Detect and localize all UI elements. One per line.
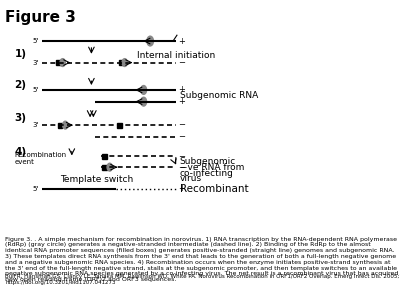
Text: 3): 3) xyxy=(14,113,26,123)
Text: +: + xyxy=(178,97,185,106)
Text: Template switch: Template switch xyxy=(60,175,133,184)
Text: 3': 3' xyxy=(33,60,39,66)
Circle shape xyxy=(63,121,68,129)
Text: −: − xyxy=(178,132,185,141)
Text: +: + xyxy=(178,85,185,94)
Text: −: − xyxy=(178,121,185,130)
Text: +: + xyxy=(178,37,185,46)
Text: +: + xyxy=(178,184,185,193)
Text: Recombination: Recombination xyxy=(14,152,66,158)
Text: 5': 5' xyxy=(33,38,39,44)
Text: Figure 3. . A simple mechanism for recombination in norovirus. 1) RNA transcript: Figure 3. . A simple mechanism for recom… xyxy=(5,237,398,282)
Text: 4): 4) xyxy=(14,147,26,157)
Text: −: − xyxy=(178,152,185,161)
Text: 5': 5' xyxy=(33,186,39,192)
Bar xyxy=(118,60,123,65)
Text: −: − xyxy=(178,163,185,172)
Text: 5': 5' xyxy=(33,87,39,93)
Text: co-infecting: co-infecting xyxy=(180,169,234,178)
Text: 2): 2) xyxy=(14,80,26,90)
Text: Bull R, Hansman GS, Clancy LE, Tanaka MM, Rawlinson WD, White PA. Norovirus Reco: Bull R, Hansman GS, Clancy LE, Tanaka MM… xyxy=(5,274,400,284)
Circle shape xyxy=(141,85,146,94)
Text: Figure 3: Figure 3 xyxy=(5,10,76,25)
Text: Recombinant: Recombinant xyxy=(180,184,248,194)
Bar xyxy=(56,60,61,65)
Circle shape xyxy=(122,59,127,67)
Text: Internal initiation: Internal initiation xyxy=(137,51,215,60)
Circle shape xyxy=(107,163,112,171)
Text: 3': 3' xyxy=(33,122,39,128)
Text: 1): 1) xyxy=(14,49,26,59)
Text: Subgenomic RNA: Subgenomic RNA xyxy=(180,91,258,100)
Text: Subgenomic: Subgenomic xyxy=(180,157,236,166)
Text: −ve RNA from: −ve RNA from xyxy=(180,163,244,172)
Bar xyxy=(117,123,122,128)
Bar xyxy=(102,154,107,159)
Bar xyxy=(102,165,107,170)
Circle shape xyxy=(141,97,146,106)
Text: −: − xyxy=(178,58,185,67)
Text: virus: virus xyxy=(180,174,202,183)
Text: event: event xyxy=(14,159,34,165)
Circle shape xyxy=(147,36,154,46)
Bar xyxy=(58,123,62,128)
Circle shape xyxy=(60,59,65,67)
